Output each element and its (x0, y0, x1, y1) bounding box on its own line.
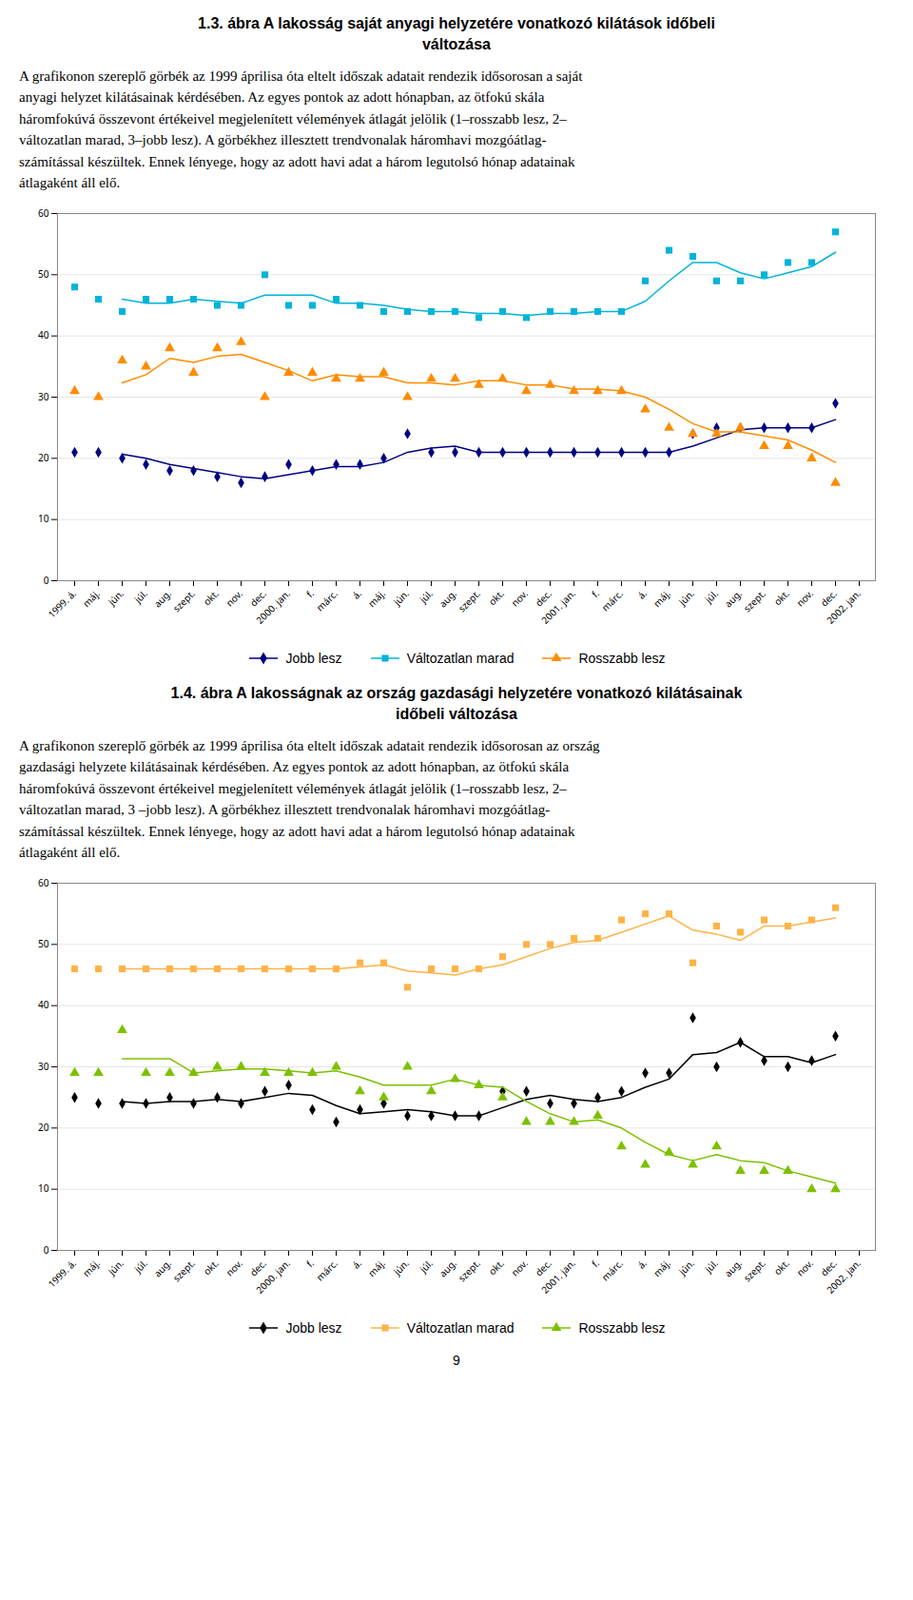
svg-text:f.: f. (588, 1255, 603, 1269)
svg-text:szept.: szept. (169, 1255, 197, 1283)
svg-text:0: 0 (43, 572, 50, 586)
svg-text:máj.: máj. (79, 1255, 103, 1279)
svg-text:máj.: máj. (365, 1255, 389, 1279)
svg-text:30: 30 (38, 1058, 50, 1072)
svg-text:okt.: okt. (485, 1255, 506, 1277)
svg-text:jún.: jún. (389, 586, 412, 609)
svg-text:20: 20 (38, 450, 50, 465)
svg-text:40: 40 (38, 328, 50, 342)
svg-text:dec.: dec. (532, 586, 555, 609)
svg-text:jún.: jún. (675, 1255, 698, 1278)
svg-text:máj.: máj. (79, 586, 103, 610)
svg-text:á.: á. (634, 586, 650, 603)
svg-text:nov.: nov. (507, 586, 531, 610)
svg-text:aug.: aug. (435, 1255, 460, 1280)
svg-text:szept.: szept. (739, 586, 768, 615)
svg-text:60: 60 (38, 205, 50, 219)
svg-text:60: 60 (38, 874, 50, 889)
svg-text:okt.: okt. (770, 1255, 792, 1277)
svg-text:márc.: márc. (598, 1255, 626, 1283)
svg-text:júl.: júl. (415, 586, 436, 607)
svg-text:0: 0 (43, 1242, 50, 1256)
svg-text:jún.: jún. (104, 1255, 127, 1278)
svg-text:2000. jan.: 2000. jan. (252, 586, 293, 627)
svg-text:2002. jan.: 2002. jan. (823, 1255, 864, 1296)
svg-text:máj.: máj. (650, 1255, 674, 1279)
svg-text:márc.: márc. (312, 1255, 341, 1283)
svg-text:á.: á. (349, 586, 365, 603)
svg-text:márc.: márc. (312, 586, 341, 615)
svg-text:dec.: dec. (246, 1255, 270, 1279)
svg-text:júl.: júl. (700, 586, 721, 607)
svg-text:á.: á. (349, 1255, 365, 1271)
svg-text:aug.: aug. (150, 1255, 174, 1280)
svg-text:f.: f. (303, 1255, 317, 1269)
svg-text:40: 40 (38, 997, 50, 1011)
svg-text:50: 50 (38, 936, 50, 951)
html-text:9: 9 (452, 1352, 461, 1368)
html-text:1.4. ábra A lakosságnak az ors: 1.4. ábra A lakosságnak az ország gazdas… (170, 684, 743, 723)
svg-text:20: 20 (38, 1120, 50, 1134)
svg-text:aug.: aug. (721, 586, 745, 610)
svg-text:2002. jan.: 2002. jan. (823, 586, 864, 627)
svg-text:30: 30 (38, 388, 50, 403)
html-text:Változatlan marad: Változatlan marad (406, 1319, 515, 1335)
svg-text:júl.: júl. (700, 1255, 721, 1276)
svg-text:10: 10 (38, 1181, 50, 1195)
svg-text:szept.: szept. (169, 586, 197, 615)
svg-text:jún.: jún. (389, 1255, 412, 1278)
svg-text:2001. jan.: 2001. jan. (538, 586, 579, 627)
svg-text:aug.: aug. (435, 586, 460, 610)
html-text:A grafikonon szereplő görbék a: A grafikonon szereplő görbék az 1999 ápr… (19, 68, 583, 191)
svg-text:nov.: nov. (793, 1255, 816, 1279)
html-text:A grafikonon szereplő görbék a: A grafikonon szereplő görbék az 1999 ápr… (19, 737, 600, 860)
svg-text:dec.: dec. (817, 1255, 840, 1279)
svg-text:á.: á. (634, 1255, 650, 1271)
svg-text:márc.: márc. (598, 586, 626, 615)
svg-text:aug.: aug. (150, 586, 174, 610)
svg-text:máj.: máj. (365, 586, 389, 610)
svg-text:50: 50 (38, 267, 50, 281)
svg-text:okt.: okt. (199, 586, 221, 608)
svg-text:szept.: szept. (454, 586, 483, 615)
svg-text:f.: f. (303, 586, 317, 601)
svg-text:okt.: okt. (770, 586, 792, 608)
svg-text:okt.: okt. (199, 1255, 221, 1277)
svg-text:júl.: júl. (130, 586, 151, 607)
svg-text:1999. á.: 1999. á. (44, 586, 79, 622)
svg-text:nov.: nov. (793, 586, 816, 610)
html-text:Rosszabb lesz: Rosszabb lesz (578, 650, 666, 666)
svg-text:2000. jan.: 2000. jan. (252, 1255, 293, 1296)
svg-text:1999. á.: 1999. á. (44, 1255, 79, 1290)
svg-text:júl.: júl. (415, 1255, 436, 1276)
html-text:Jobb lesz: Jobb lesz (285, 650, 342, 666)
svg-text:aug.: aug. (721, 1255, 745, 1280)
svg-text:szept.: szept. (454, 1255, 483, 1283)
svg-text:jún.: jún. (675, 586, 698, 609)
svg-text:dec.: dec. (246, 586, 270, 609)
svg-text:10: 10 (38, 511, 50, 525)
svg-text:nov.: nov. (222, 1255, 246, 1279)
svg-text:júl.: júl. (130, 1255, 151, 1276)
html-text:1.3. ábra A lakosság saját any: 1.3. ábra A lakosság saját anyagi helyze… (197, 15, 716, 53)
html-text:Változatlan marad: Változatlan marad (406, 650, 515, 666)
svg-text:dec.: dec. (817, 586, 840, 609)
svg-text:szept.: szept. (739, 1255, 768, 1283)
svg-text:máj.: máj. (650, 586, 674, 610)
svg-text:jún.: jún. (104, 586, 127, 609)
svg-text:2001. jan.: 2001. jan. (538, 1255, 579, 1296)
svg-text:f.: f. (588, 586, 603, 601)
svg-text:nov.: nov. (507, 1255, 531, 1279)
svg-text:okt.: okt. (485, 586, 506, 608)
html-text:Rosszabb lesz: Rosszabb lesz (578, 1319, 666, 1335)
svg-text:nov.: nov. (222, 586, 246, 610)
svg-text:dec.: dec. (532, 1255, 555, 1279)
html-text:Jobb lesz: Jobb lesz (285, 1319, 342, 1335)
